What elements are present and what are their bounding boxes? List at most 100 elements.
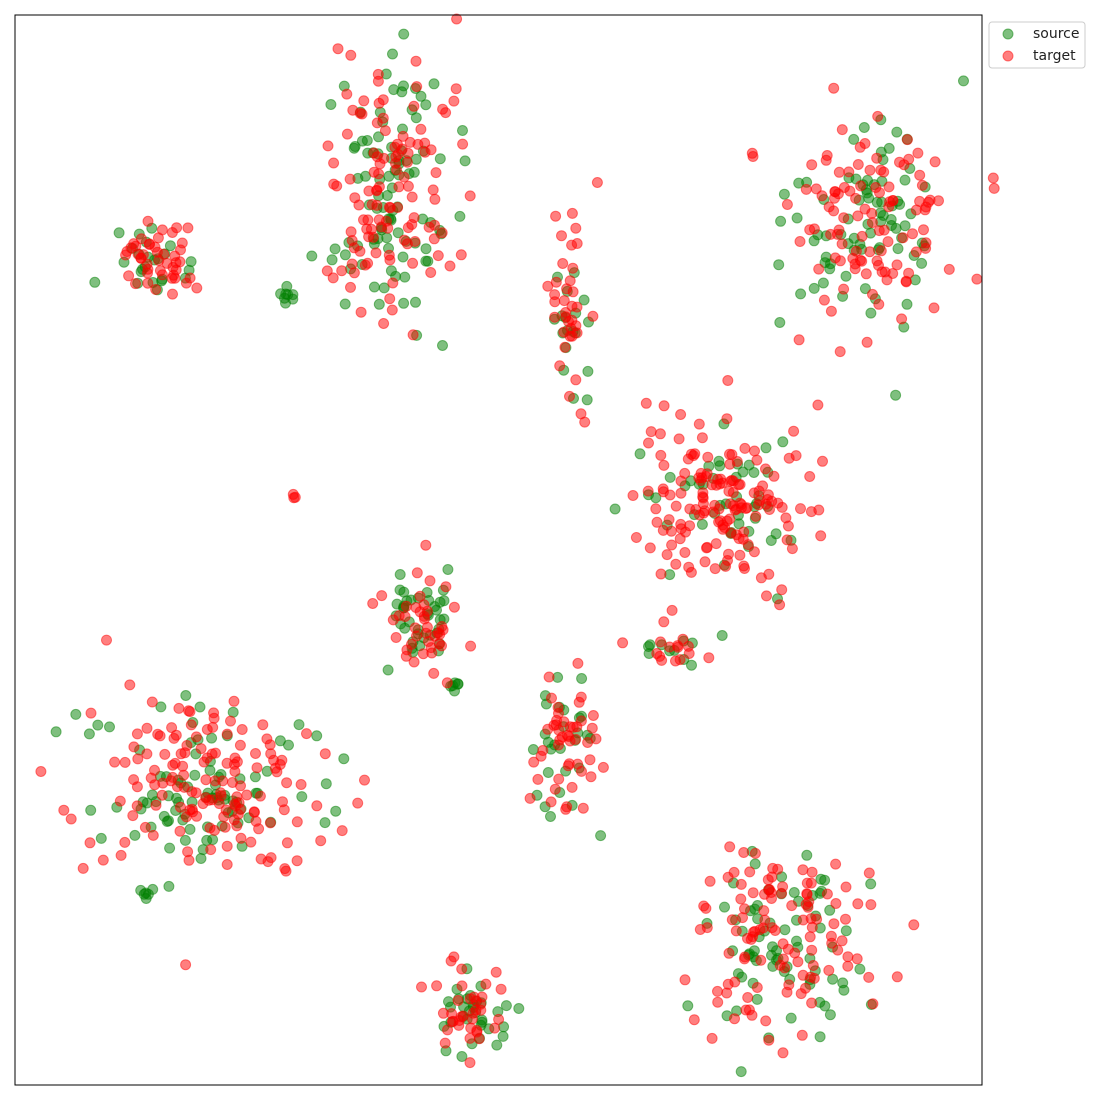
target-point (210, 747, 221, 759)
target-point (234, 739, 246, 751)
target-point (564, 735, 576, 747)
target-point (251, 762, 263, 774)
target-point (561, 283, 573, 295)
target-point (532, 773, 544, 785)
target-point (141, 722, 153, 734)
target-point (560, 307, 572, 318)
target-point (289, 491, 301, 503)
target-point (597, 761, 609, 773)
source-point (899, 220, 911, 232)
target-point (356, 108, 368, 120)
target-point (792, 956, 804, 968)
target-point (178, 781, 190, 793)
source-point (456, 1051, 468, 1062)
target-point (186, 803, 198, 815)
target-point (127, 810, 139, 822)
source-point (378, 282, 390, 294)
source-point (339, 298, 351, 310)
target-point (241, 789, 253, 801)
target-point (409, 236, 421, 247)
target-point (245, 836, 257, 848)
source-point (339, 249, 351, 261)
target-point (774, 599, 786, 611)
target-point (370, 247, 382, 259)
source-point (595, 830, 607, 842)
target-point (759, 914, 771, 926)
target-point (167, 288, 178, 300)
source-point (399, 271, 411, 283)
source-point (824, 263, 836, 275)
target-point (386, 304, 398, 316)
source-point (437, 340, 448, 351)
target-point (748, 487, 760, 499)
source-point (765, 535, 777, 546)
target-point (780, 512, 792, 524)
target-point (832, 944, 844, 956)
target-point (777, 1047, 789, 1059)
target-point (781, 534, 793, 546)
target-point (654, 428, 666, 440)
target-point (891, 259, 903, 271)
target-point (156, 789, 168, 801)
target-point (730, 925, 742, 937)
target-point (645, 426, 657, 438)
target-point (577, 802, 589, 814)
target-point (658, 486, 669, 498)
target-point (221, 728, 233, 740)
source-point (311, 730, 323, 742)
target-point (157, 777, 169, 789)
source-point (773, 259, 785, 271)
target-point (464, 190, 476, 202)
target-point (661, 549, 673, 561)
target-point (376, 590, 388, 602)
target-point (348, 267, 360, 279)
target-point (217, 775, 229, 787)
target-point (490, 966, 502, 978)
source-point (163, 815, 174, 827)
target-point (806, 866, 818, 878)
target-point (788, 425, 800, 437)
target-point (391, 138, 403, 150)
target-point (159, 748, 171, 760)
target-point (587, 310, 599, 322)
source-point (207, 834, 219, 846)
target-point (359, 259, 371, 271)
target-point (341, 88, 353, 100)
target-point (828, 918, 840, 930)
source-point (129, 829, 141, 841)
source-point (838, 984, 850, 996)
target-point (407, 257, 419, 269)
source-point (420, 99, 432, 111)
target-point (221, 757, 233, 769)
legend-target-label: target (1033, 48, 1076, 64)
target-point (679, 467, 691, 479)
target-point (760, 1015, 772, 1027)
target-point (829, 186, 841, 198)
target-point (658, 400, 670, 412)
target-point (84, 837, 96, 849)
source-point (735, 1066, 747, 1078)
target-point (401, 644, 413, 656)
target-point (591, 177, 603, 188)
target-point (549, 311, 561, 323)
target-point (465, 640, 477, 652)
target-point (823, 964, 835, 976)
target-point (154, 265, 166, 277)
source-point (578, 294, 590, 306)
source-point (459, 155, 471, 167)
target-point (190, 731, 202, 743)
target-point (411, 81, 423, 93)
target-point (763, 568, 775, 580)
target-point (416, 981, 427, 993)
target-point (738, 560, 750, 572)
target-point (903, 153, 915, 165)
target-point (664, 641, 676, 653)
target-point (371, 117, 383, 129)
target-point (666, 539, 678, 551)
source-point (85, 804, 97, 816)
target-point (545, 796, 557, 808)
source-point (279, 292, 290, 304)
source-point (609, 503, 621, 515)
source-point (819, 874, 831, 886)
